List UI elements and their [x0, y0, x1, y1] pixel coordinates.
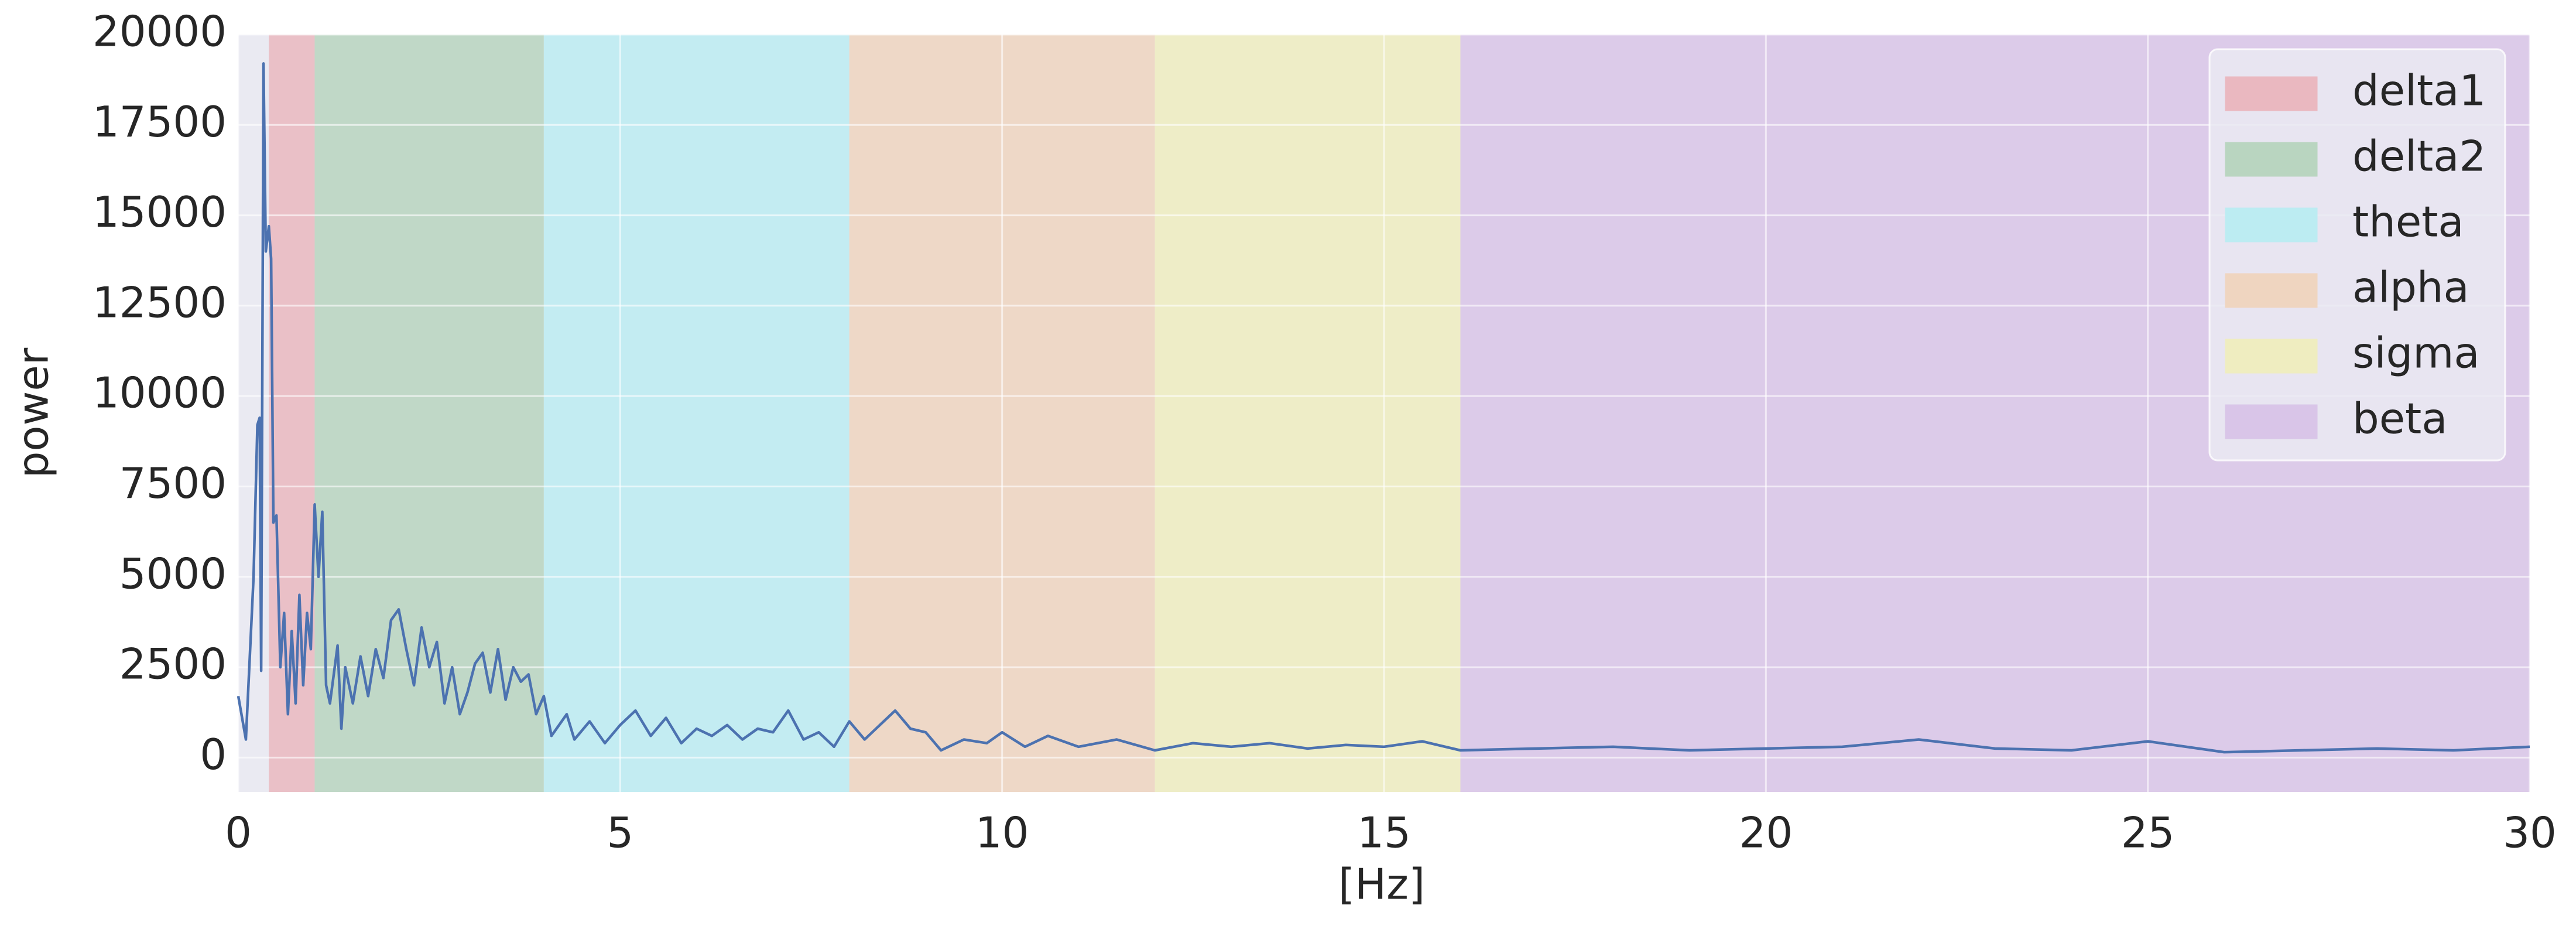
legend-label: delta2: [2352, 132, 2486, 181]
line: [237, 62, 2530, 754]
x-tick-label: 15: [1357, 808, 1411, 858]
band: [269, 35, 315, 792]
y-tick-label: 2500: [119, 640, 227, 689]
y-tick-label: 5000: [119, 549, 227, 598]
band: [1155, 35, 1461, 792]
x-axis-label: [Hz]: [1338, 860, 1425, 909]
legend-label: sigma: [2352, 329, 2479, 378]
y-tick-label: 12500: [93, 278, 227, 327]
y-tick-label: 15000: [93, 187, 227, 237]
y-tick-label: 10000: [93, 368, 227, 418]
x-tick-label: 10: [975, 808, 1029, 858]
y-tick-label: 0: [200, 730, 227, 779]
x-tick-label: 0: [225, 808, 252, 858]
legend-swatch: [2225, 339, 2318, 374]
legend-swatch: [2225, 404, 2318, 439]
legend-swatch: [2225, 207, 2318, 243]
y-tick-label: 17500: [93, 97, 227, 146]
legend: delta1 delta2 theta alpha sigma beta: [2208, 48, 2506, 462]
band: [543, 35, 849, 792]
x-tick-label: 25: [2121, 808, 2175, 858]
legend-swatch: [2225, 142, 2318, 177]
x-tick-label: 30: [2503, 808, 2557, 858]
y-tick-label: 7500: [119, 459, 227, 508]
x-tick-label: 20: [1739, 808, 1793, 858]
legend-swatch: [2225, 76, 2318, 111]
x-tick-label: 5: [607, 808, 633, 858]
y-axis-label: power: [9, 347, 58, 478]
y-tick-label: 20000: [93, 7, 227, 56]
legend-label: beta: [2352, 394, 2447, 443]
legend-label: theta: [2352, 197, 2464, 247]
legend-label: delta1: [2352, 66, 2486, 115]
legend-label: alpha: [2352, 263, 2469, 312]
legend-swatch: [2225, 273, 2318, 308]
